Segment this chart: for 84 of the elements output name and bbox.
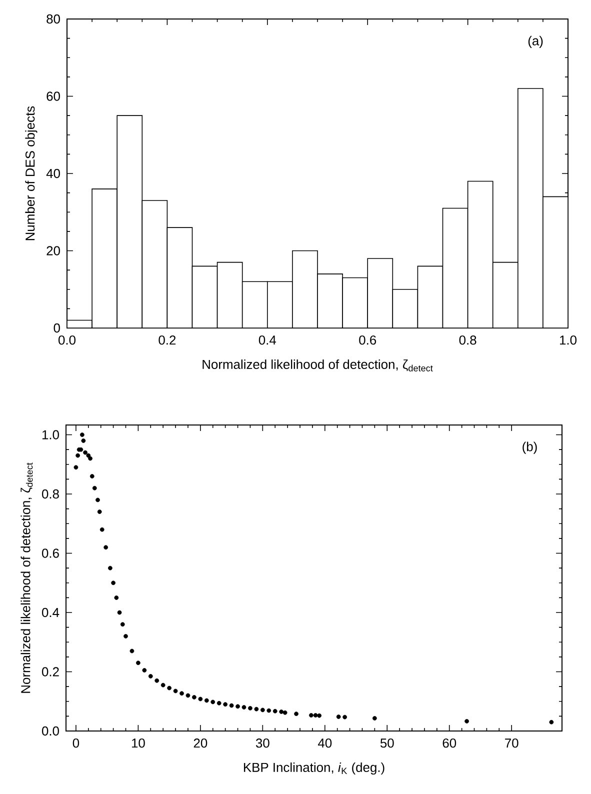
point — [92, 486, 97, 490]
x-axis-title: KBP Inclination, i$_{K}$ (deg.) — [244, 762, 384, 775]
point — [254, 706, 259, 712]
x-tick-label: 0.2 — [158, 335, 176, 345]
x-tick-label: 50 — [380, 738, 394, 748]
point — [80, 432, 84, 437]
point — [266, 708, 272, 713]
y-tick-label: 20 — [46, 246, 60, 256]
point — [74, 465, 78, 470]
point — [130, 648, 134, 654]
x-tick-label: 0.4 — [258, 335, 276, 345]
x-tick-label: 1.0 — [560, 335, 577, 345]
point — [309, 713, 314, 718]
point — [76, 453, 80, 458]
point — [282, 710, 288, 715]
point — [124, 634, 128, 638]
point — [272, 708, 278, 714]
point — [148, 674, 153, 678]
x-tick-label: 0.6 — [359, 335, 376, 345]
point — [117, 610, 122, 615]
point — [111, 580, 116, 586]
y-tick-label: 40 — [46, 168, 60, 178]
x-tick-label: 0.0 — [58, 335, 76, 345]
y-tick-label: 60 — [46, 92, 60, 101]
point — [223, 702, 228, 707]
x-tick-label: 70 — [505, 738, 518, 748]
point — [81, 438, 86, 443]
point — [204, 698, 209, 703]
point — [173, 688, 178, 694]
point — [186, 693, 190, 698]
point — [167, 686, 172, 690]
point — [160, 682, 166, 688]
y-tick-label: 1.0 — [42, 430, 59, 440]
point — [136, 660, 140, 666]
point — [114, 596, 119, 600]
point — [192, 695, 196, 700]
point — [248, 706, 252, 710]
y-tick-label: 80 — [46, 14, 60, 24]
point — [317, 713, 322, 718]
point — [88, 456, 92, 461]
point — [210, 700, 216, 704]
point — [229, 703, 234, 708]
point — [279, 710, 284, 714]
point — [198, 696, 203, 702]
point — [236, 704, 240, 709]
y-tick-label: 0.4 — [42, 608, 60, 618]
x-tick-label: 0 — [72, 738, 80, 748]
y-tick-label: 0 — [54, 323, 60, 333]
point — [142, 668, 147, 672]
point — [108, 566, 112, 570]
point — [294, 712, 298, 716]
point — [549, 720, 554, 724]
point — [242, 705, 246, 710]
point — [96, 498, 100, 502]
annotation: (a) — [528, 36, 543, 48]
x-tick-label: 60 — [442, 738, 456, 748]
point — [372, 716, 377, 720]
x-axis-title: Normalized likelihood of detection, ζ$_{detect}$ — [202, 359, 433, 372]
y-tick-label: 0.0 — [42, 726, 59, 736]
y-tick-label: 0.2 — [42, 667, 59, 676]
point — [313, 713, 318, 718]
annotation: (b) — [522, 442, 537, 454]
point — [97, 510, 102, 514]
point — [216, 700, 222, 706]
y-axis-title: Number of DES objects — [25, 106, 38, 240]
x-tick-label: 40 — [318, 738, 332, 748]
point — [260, 708, 265, 712]
point — [120, 622, 125, 627]
point — [342, 714, 347, 720]
x-tick-label: 20 — [194, 738, 208, 748]
y-tick-label: 0.8 — [42, 489, 59, 499]
point — [90, 474, 94, 478]
x-tick-label: 0.8 — [459, 335, 476, 345]
point — [180, 691, 184, 696]
point — [104, 545, 108, 550]
y-tick-label: 0.6 — [42, 548, 59, 558]
y-axis-title: Normalized likelihood of detection, ζ$_{detect}$ — [20, 462, 33, 693]
point — [336, 714, 341, 719]
x-tick-label: 10 — [132, 738, 145, 748]
x-tick-label: 30 — [256, 738, 270, 748]
point — [83, 450, 88, 455]
point — [464, 719, 469, 724]
point — [100, 527, 104, 532]
point — [154, 678, 160, 683]
